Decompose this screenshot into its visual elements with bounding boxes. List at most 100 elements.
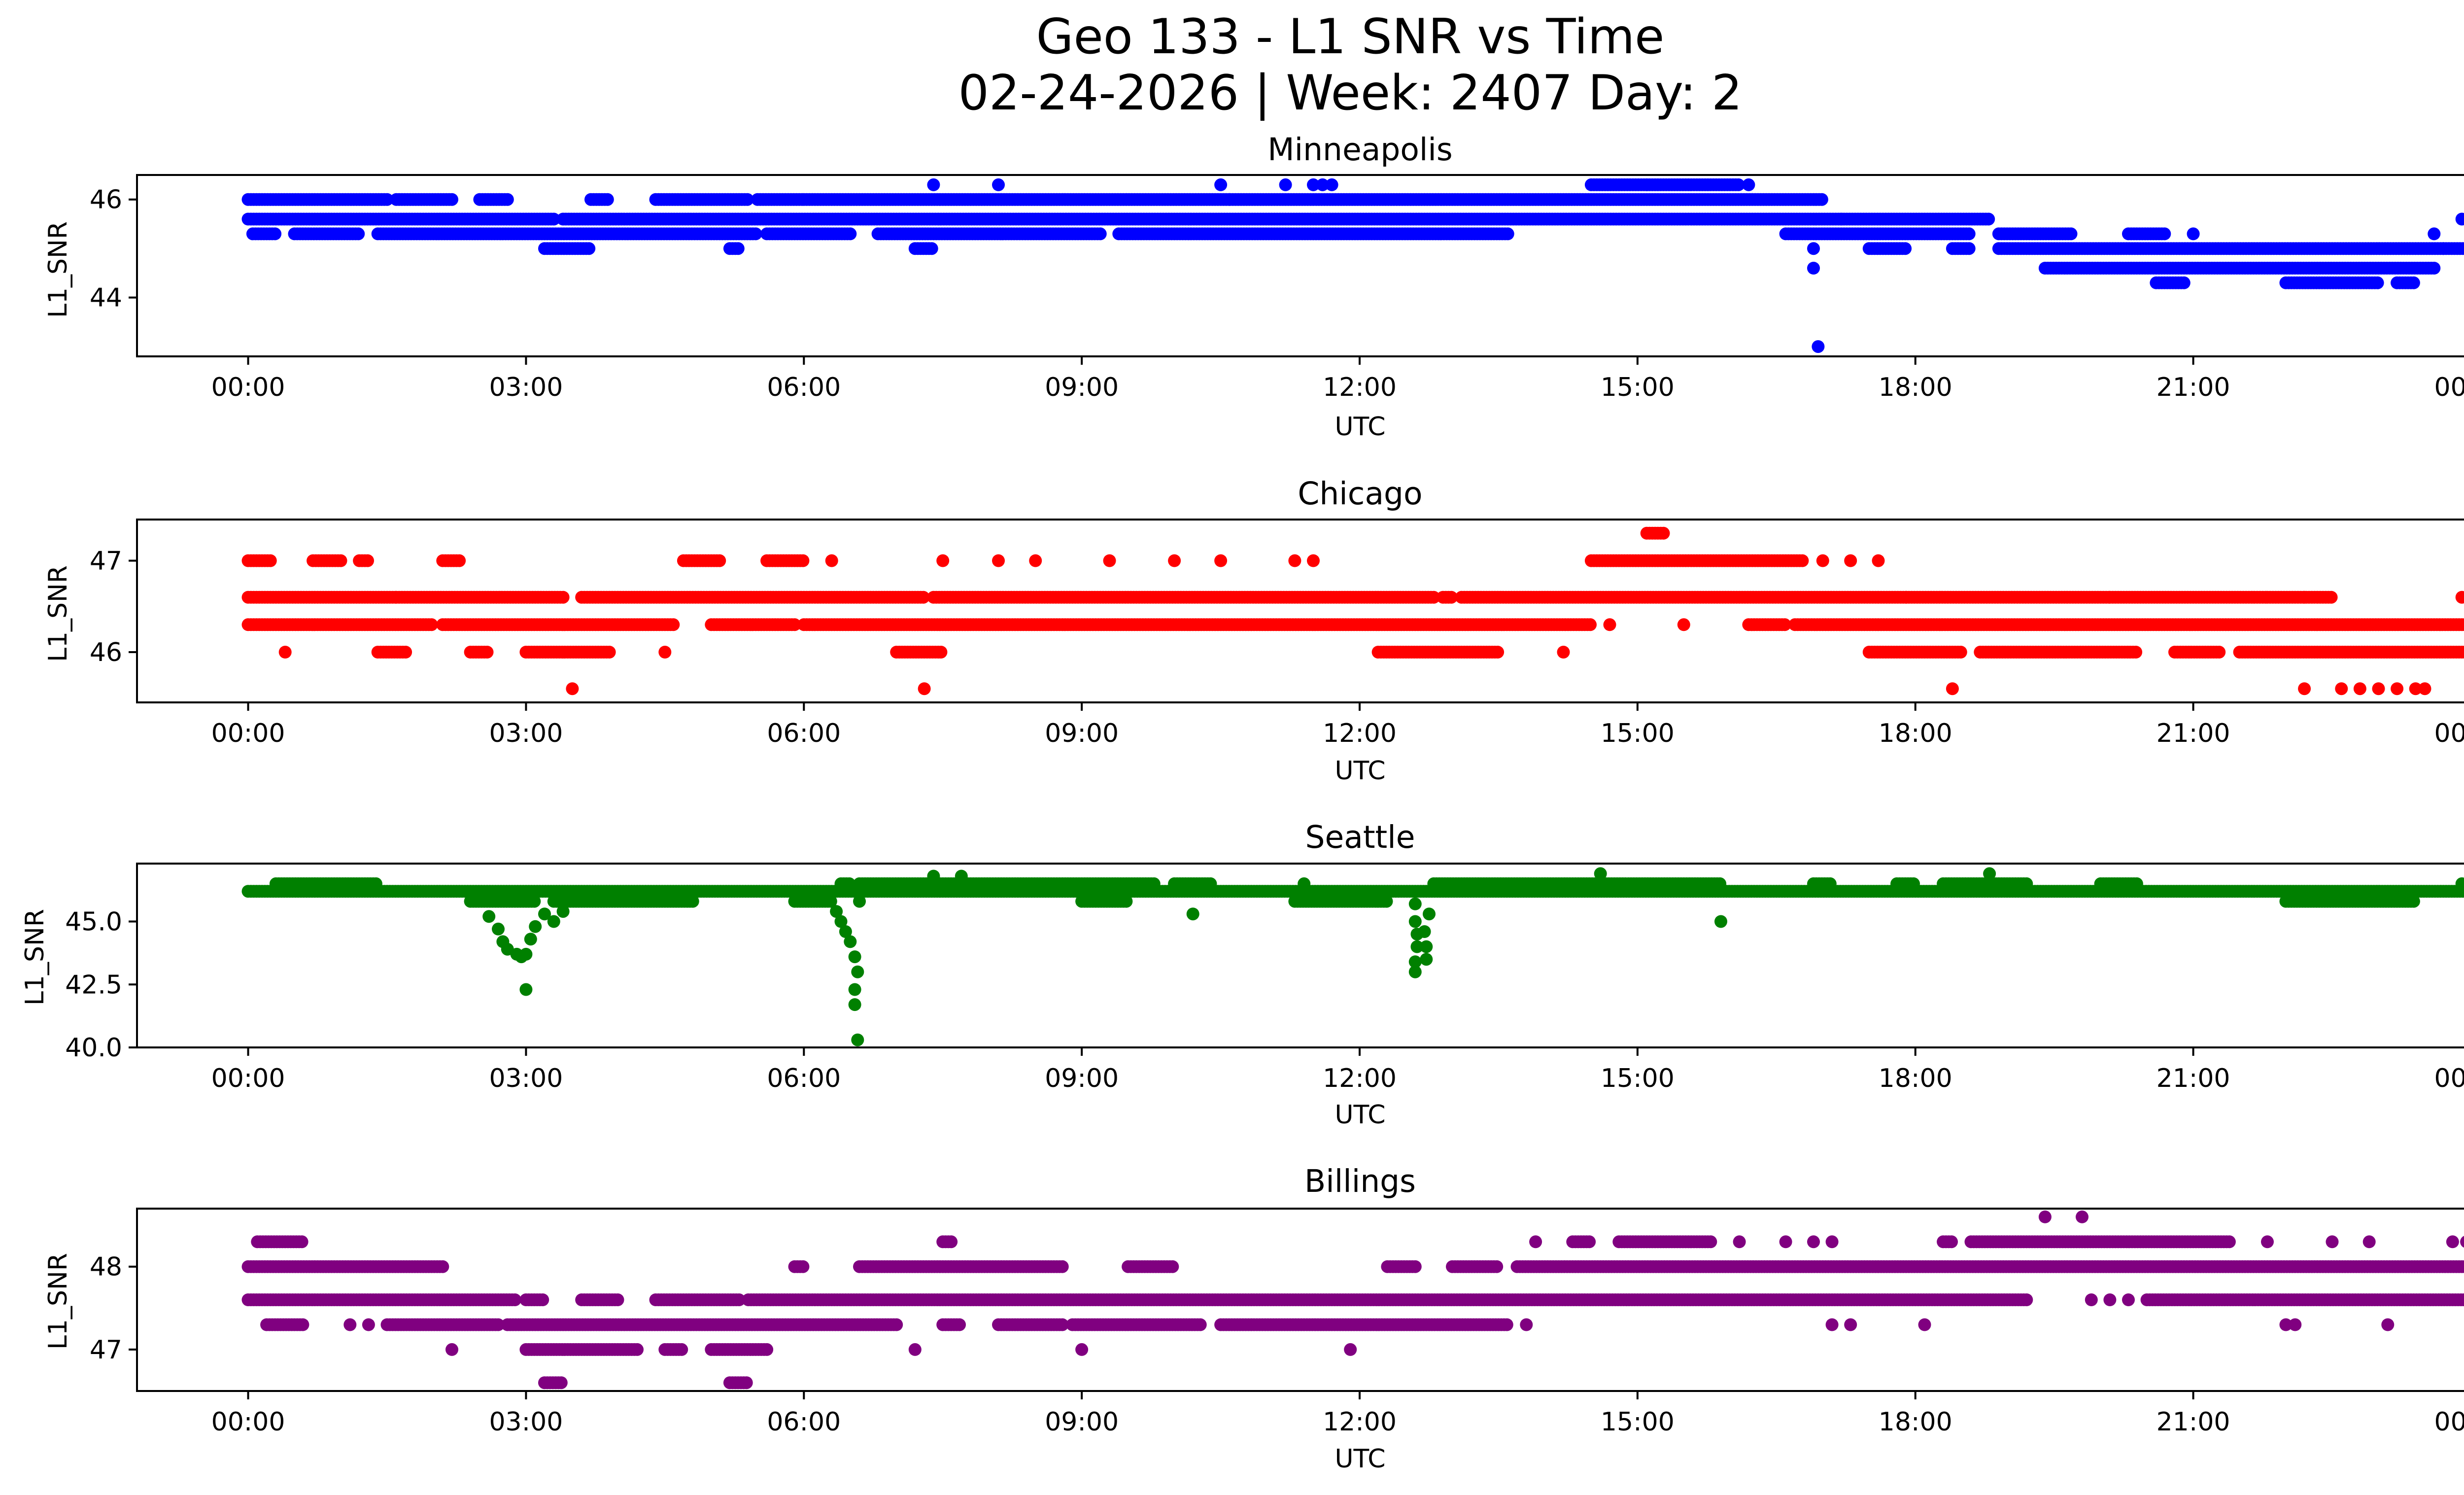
data-point	[1807, 242, 1820, 255]
data-point	[269, 227, 282, 241]
data-point	[713, 554, 726, 567]
data-point	[844, 227, 857, 241]
data-point	[1557, 646, 1570, 659]
data-point	[1962, 227, 1976, 241]
x-tick-label: 00:00	[211, 373, 285, 402]
data-point	[2298, 591, 2311, 604]
x-tick-label: 18:00	[1879, 373, 1952, 402]
data-point	[1657, 526, 1670, 540]
figure-title-line1: Geo 133 - L1 SNR vs Time	[1036, 9, 1665, 65]
data-point	[2064, 227, 2078, 241]
figure-title-line2: 02-24-2026 | Week: 2407 Day: 2	[958, 65, 1743, 121]
y-tick-label: 46	[90, 638, 122, 667]
data-point	[741, 193, 754, 206]
data-point	[925, 242, 938, 255]
x-tick-label: 18:00	[1879, 719, 1952, 748]
data-point	[453, 554, 466, 567]
x-tick-label: 00:00	[2434, 373, 2464, 402]
data-point	[1103, 554, 1116, 567]
data-point	[825, 554, 838, 567]
data-point	[1214, 178, 1228, 191]
data-point	[917, 591, 930, 604]
x-tick-label: 06:00	[767, 719, 841, 748]
data-point	[2353, 682, 2366, 695]
data-point	[934, 646, 948, 659]
x-tick-label: 09:00	[1045, 719, 1119, 748]
y-tick-label: 47	[90, 546, 122, 576]
data-point	[334, 554, 347, 567]
data-point	[2407, 276, 2420, 289]
data-point	[264, 554, 277, 567]
data-point	[1584, 618, 1597, 631]
data-point	[2187, 227, 2200, 241]
data-point	[501, 193, 514, 206]
data-point	[1982, 212, 1995, 226]
data-point	[1899, 242, 1912, 255]
data-point	[918, 682, 931, 695]
data-point	[927, 178, 940, 191]
data-point	[1807, 262, 1820, 275]
data-point	[1501, 227, 1514, 241]
scatter-points	[241, 867, 2464, 1046]
x-axis-label: UTC	[1335, 756, 1385, 786]
data-point	[2129, 646, 2143, 659]
data-point	[731, 242, 745, 255]
data-point	[1816, 554, 1829, 567]
data-point	[556, 591, 570, 604]
data-point	[566, 682, 579, 695]
data-point	[2371, 276, 2384, 289]
x-tick-label: 15:00	[1601, 719, 1675, 748]
data-point	[480, 646, 494, 659]
x-tick-label: 06:00	[767, 373, 841, 402]
data-point	[1307, 178, 1320, 191]
data-point	[1603, 618, 1616, 631]
data-point	[2213, 646, 2226, 659]
y-axis-label: L1_SNR	[43, 565, 73, 662]
data-point	[2437, 242, 2450, 255]
data-point	[352, 227, 365, 241]
y-axis-label: L1_SNR	[20, 909, 50, 1006]
scatter-points	[241, 178, 2464, 353]
x-tick-label: 12:00	[1323, 373, 1397, 402]
data-point	[992, 554, 1005, 567]
data-point	[667, 618, 680, 631]
data-point	[445, 193, 458, 206]
data-point	[399, 646, 412, 659]
data-point	[1954, 646, 1967, 659]
data-point	[2428, 262, 2441, 275]
data-point	[547, 212, 560, 226]
data-point	[425, 618, 438, 631]
data-point	[2325, 591, 2338, 604]
data-point	[1796, 554, 1809, 567]
y-tick-label: 46	[90, 185, 122, 215]
data-point	[1815, 193, 1828, 206]
scatter-points	[241, 526, 2464, 695]
data-point	[1316, 178, 1329, 191]
subplot-seattle: Seattle UTC L1_SNR 00:00 03:00 06:00 09:00 1…	[20, 819, 2464, 1130]
data-point	[2372, 682, 2385, 695]
data-point	[1742, 178, 1755, 191]
x-axis-label: UTC	[1335, 1100, 1385, 1130]
data-point	[361, 554, 374, 567]
x-axis-label: UTC	[1335, 412, 1385, 442]
data-point	[749, 227, 762, 241]
subplot-title: Chicago	[1298, 476, 1422, 512]
data-point	[936, 554, 950, 567]
y-tick-label: 44	[90, 283, 122, 313]
data-point	[1288, 554, 1301, 567]
data-point	[2158, 227, 2171, 241]
data-point	[658, 646, 672, 659]
data-point	[1168, 554, 1181, 567]
data-point	[1491, 646, 1505, 659]
x-tick-label: 09:00	[1045, 373, 1119, 402]
data-point	[992, 178, 1005, 191]
data-point	[2462, 243, 2464, 253]
x-tick-label: 21:00	[2156, 719, 2230, 748]
data-point	[2428, 227, 2441, 241]
data-point	[2455, 212, 2464, 226]
y-axis-label: L1_SNR	[43, 221, 73, 318]
data-point	[1640, 178, 1653, 191]
x-tick-label: 12:00	[1323, 719, 1397, 748]
x-tick-label: 15:00	[1601, 373, 1675, 402]
